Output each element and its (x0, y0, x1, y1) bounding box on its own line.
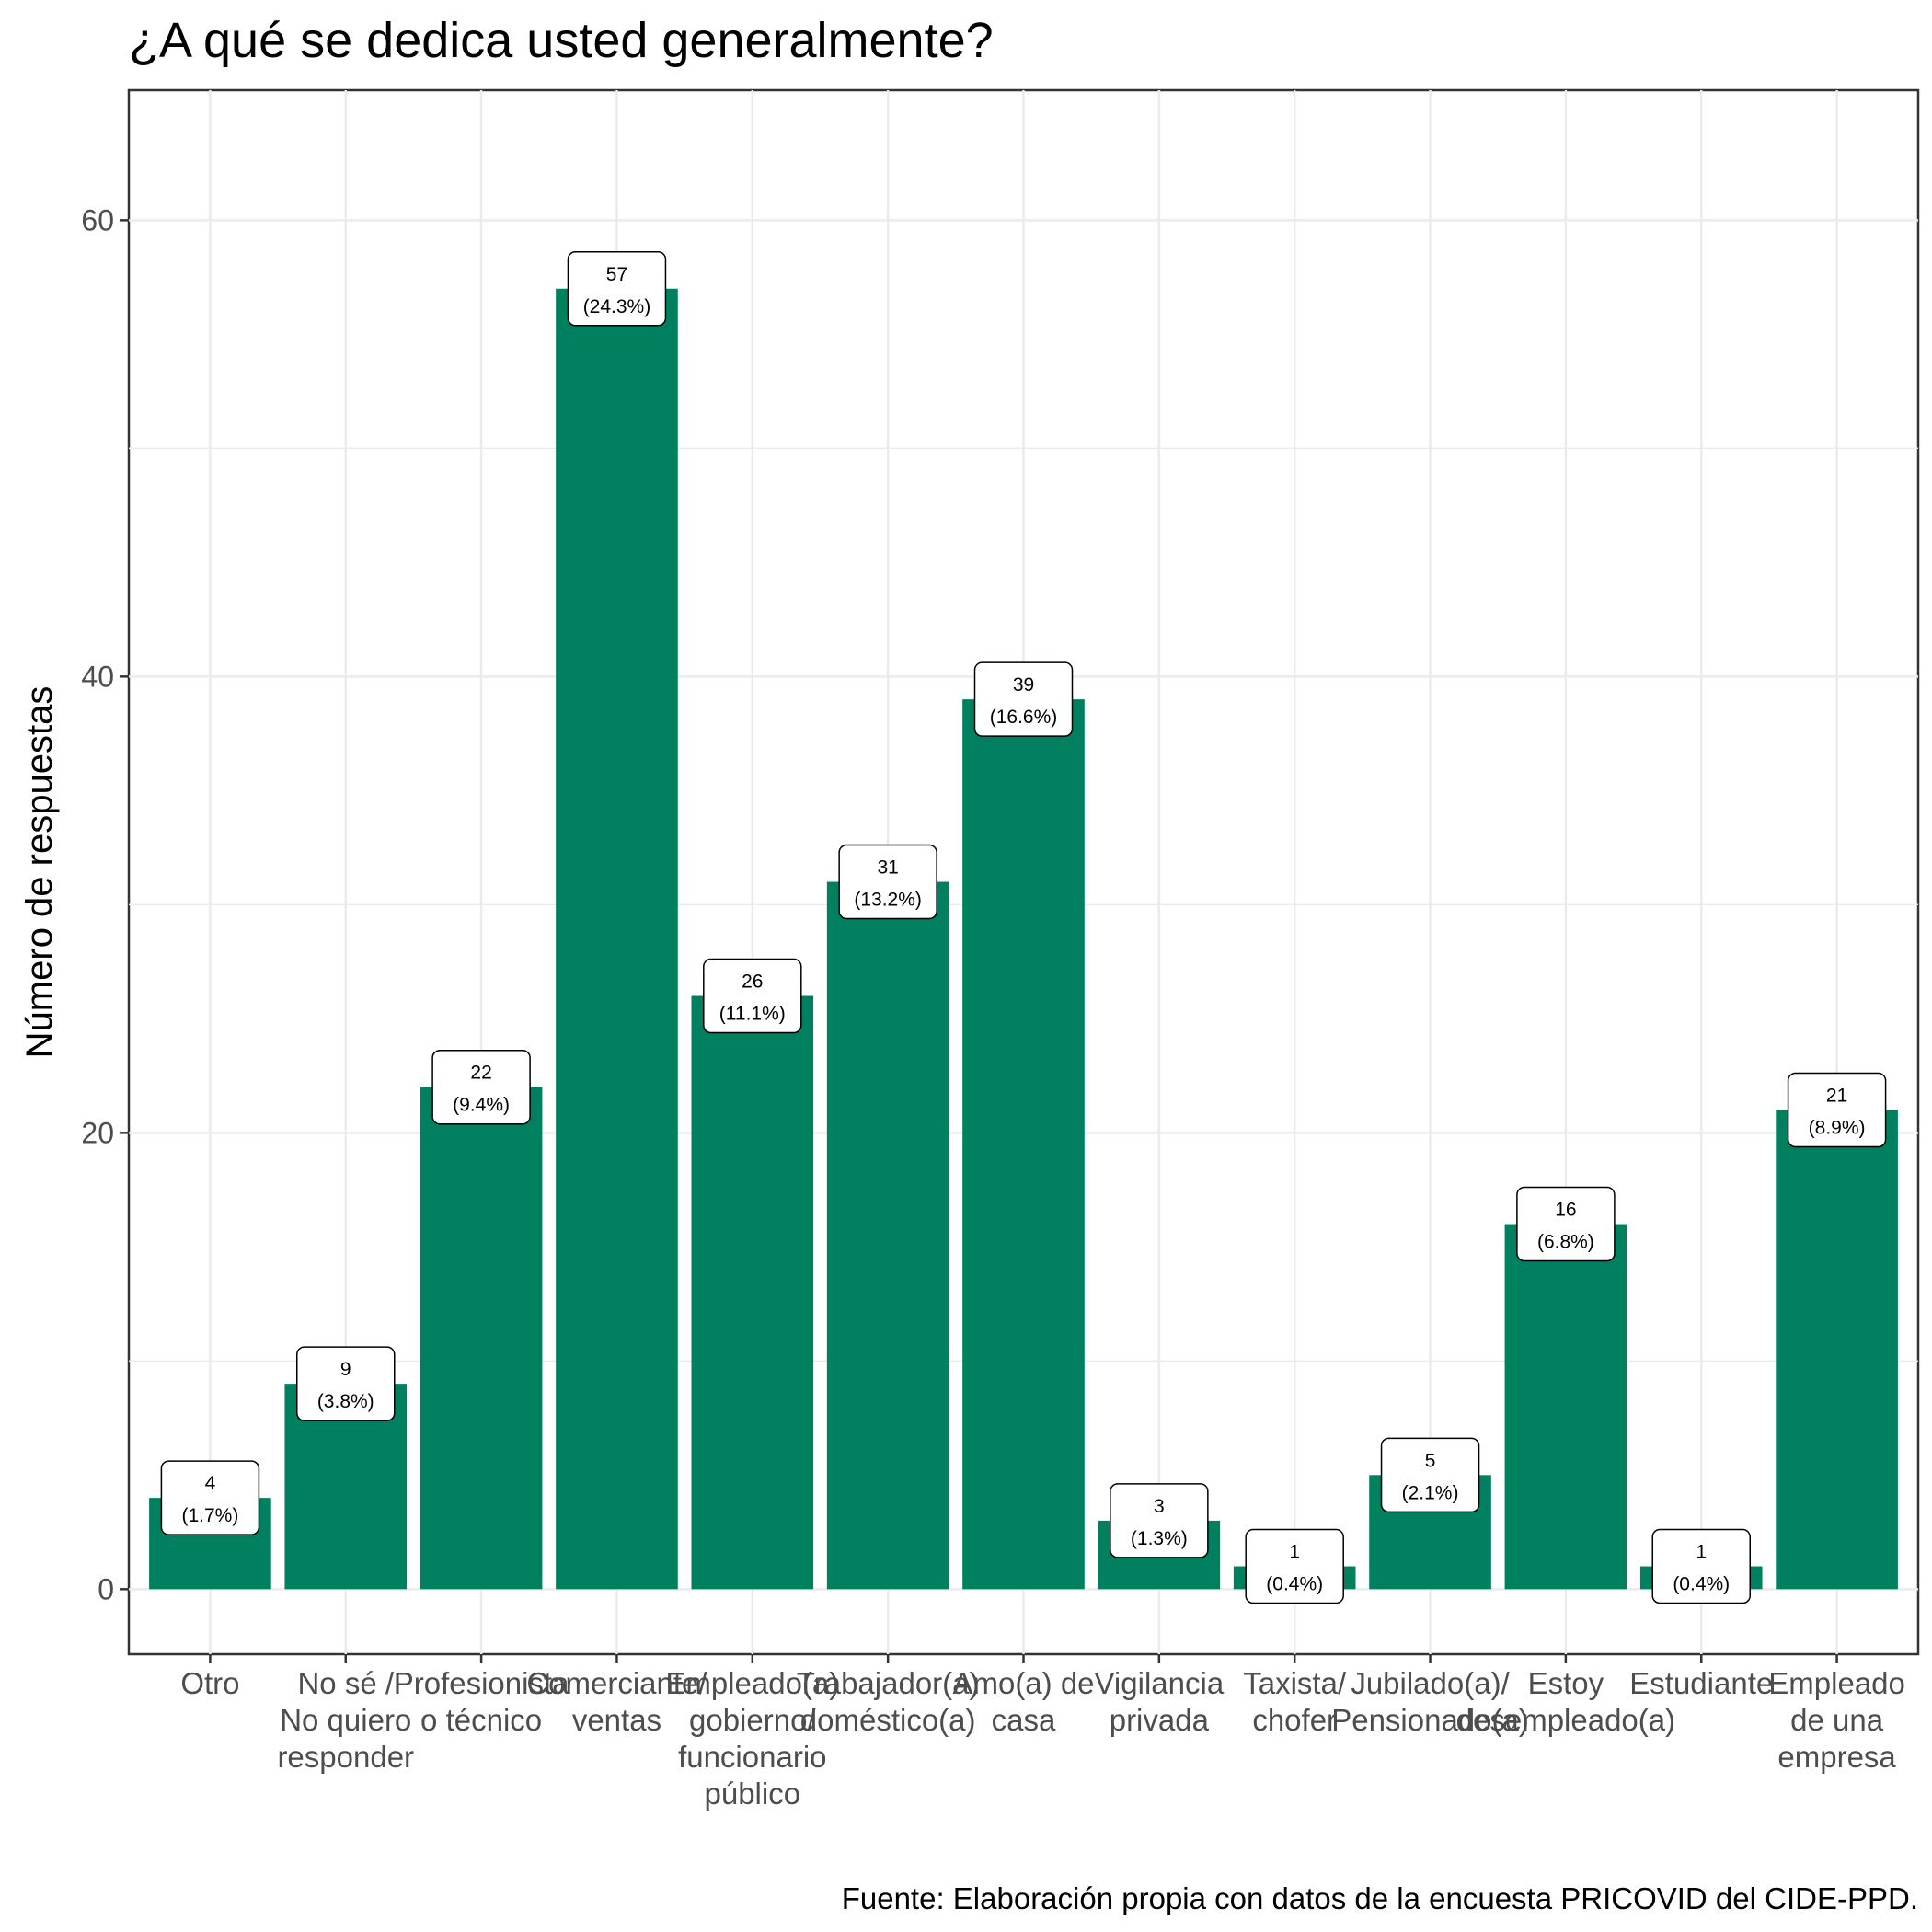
x-tick-label: Amo(a) de (952, 1666, 1094, 1700)
bar-count-label: 57 (606, 264, 627, 285)
value-labels: 4 (1.7%) 9 (3.8%) 22 (9.4%) 57 (24.3%) 26 (11.1%)… (160, 251, 1887, 1604)
bar-label-box (703, 958, 802, 1034)
bar-count-label: 16 (1555, 1200, 1576, 1221)
x-tick-label: Pensionado(a) (1331, 1703, 1529, 1737)
bar-percent-label: (8.9%) (1809, 1118, 1866, 1139)
x-tick-label: Estoy (1528, 1666, 1604, 1700)
bar-count-label: 26 (742, 972, 763, 993)
bar-count-label: 21 (1826, 1086, 1847, 1107)
x-tick-label: funcionario (678, 1740, 826, 1774)
bar-count-label: 39 (1013, 674, 1034, 696)
x-tick-label: Taxista/ (1243, 1666, 1347, 1700)
bar-percent-label: (0.4%) (1673, 1574, 1730, 1595)
x-tick-label: No quiero (280, 1703, 411, 1737)
bar-label-box (567, 251, 667, 327)
x-tick-label: Comerciante/ (526, 1666, 707, 1700)
y-tick-label: 40 (81, 660, 114, 693)
x-tick-label: Otro (180, 1666, 239, 1700)
bar-label-box (1516, 1186, 1616, 1262)
bar-percent-label: (6.8%) (1537, 1232, 1594, 1253)
x-tick-label: responder (277, 1740, 414, 1774)
bar-percent-label: (11.1%) (719, 1004, 786, 1025)
bar (1776, 1110, 1898, 1590)
bar-count-label: 5 (1425, 1450, 1436, 1471)
x-tick-label: Trabajador(a) (797, 1666, 980, 1700)
x-tick-label: ventas (572, 1703, 661, 1737)
x-tick-label: de una (1790, 1703, 1884, 1737)
y-tick-label: 20 (81, 1116, 114, 1149)
bar-percent-label: (13.2%) (854, 890, 922, 911)
bar-label-box (1380, 1437, 1480, 1513)
x-tick-label: gobierno/ (689, 1703, 816, 1737)
bar-percent-label: (1.3%) (1131, 1528, 1188, 1549)
x-tick-label: privada (1110, 1703, 1210, 1737)
bar-percent-label: (2.1%) (1402, 1482, 1459, 1503)
bar (420, 1087, 543, 1590)
x-tick-label: Vigilancia (1095, 1666, 1225, 1700)
bar-label-box (296, 1346, 396, 1421)
x-tick-label: Empleado (1768, 1666, 1905, 1700)
x-tick-label: desempleado(a) (1456, 1703, 1675, 1737)
x-tick-label: público (705, 1777, 801, 1811)
bar-label-box (838, 844, 937, 920)
x-tick-label: Estudiante (1629, 1666, 1773, 1700)
bar-label-box (1787, 1072, 1887, 1148)
bar (556, 288, 678, 1590)
y-axis-title: Número de respuestas (19, 686, 60, 1059)
bar-label-box (973, 661, 1074, 737)
chart-caption: Fuente: Elaboración propia con datos de … (842, 1881, 1918, 1915)
bar-count-label: 9 (340, 1359, 351, 1380)
bar-percent-label: (9.4%) (453, 1095, 510, 1116)
bar-count-label: 3 (1154, 1496, 1165, 1517)
x-tick-label: Profesionista (394, 1666, 569, 1700)
x-tick-label: casa (992, 1703, 1056, 1737)
x-tick-label: Empleado(a) (665, 1666, 839, 1700)
bar-count-label: 4 (205, 1473, 216, 1494)
bar-percent-label: (24.3%) (583, 296, 651, 317)
x-tick-label: Jubilado(a)/ (1351, 1666, 1510, 1700)
y-axis-ticks: 0 20 40 60 (81, 203, 129, 1605)
bar-count-label: 22 (470, 1063, 491, 1084)
bar-percent-label: (0.4%) (1266, 1574, 1323, 1595)
x-tick-label: empresa (1777, 1740, 1896, 1774)
bar (1504, 1224, 1627, 1590)
x-tick-label: No sé / (297, 1666, 394, 1700)
bar-percent-label: (16.6%) (990, 707, 1058, 728)
y-tick-label: 0 (98, 1572, 114, 1605)
bar (691, 995, 814, 1590)
bar-label-box (1651, 1528, 1751, 1604)
x-tick-label: o técnico (420, 1703, 542, 1737)
bar-label-box (1110, 1483, 1209, 1558)
bar (962, 699, 1085, 1590)
bar-percent-label: (1.7%) (181, 1505, 238, 1526)
bar (826, 881, 949, 1590)
bar-count-label: 1 (1696, 1542, 1707, 1563)
x-tick-label: doméstico(a) (800, 1703, 976, 1737)
major-gridlines (129, 90, 1918, 1654)
chart-title: ¿A qué se dedica usted generalmente? (129, 13, 994, 68)
bar-label-box (431, 1049, 531, 1125)
y-tick-label: 60 (81, 203, 114, 236)
bar-label-box (1245, 1528, 1344, 1604)
bar-percent-label: (3.8%) (317, 1391, 374, 1412)
bar-count-label: 31 (877, 857, 898, 879)
bar-label-box (160, 1460, 260, 1535)
bar-count-label: 1 (1289, 1542, 1300, 1563)
bars (149, 288, 1898, 1590)
x-tick-label: chofer (1252, 1703, 1337, 1737)
